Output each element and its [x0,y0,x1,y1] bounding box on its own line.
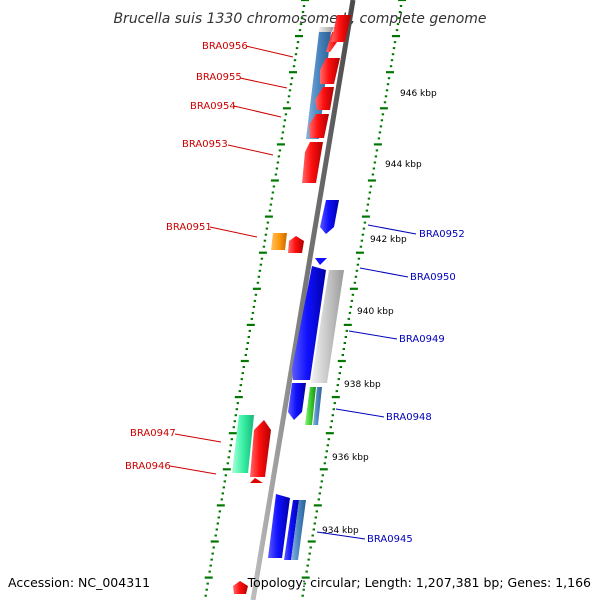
right-gene-labels: BRA0952 BRA0950 BRA0949 BRA0948 BRA0945 [316,224,465,545]
gene-label-bra0946: BRA0946 [125,461,171,472]
kbp-tick-label: 934 kbp [322,526,359,536]
label-leader-line [227,144,274,156]
label-leader-line [209,226,258,238]
kbp-tick-label: 938 kbp [344,380,381,390]
gene-bra0945a-feature [268,494,290,558]
genome-backbone [250,0,356,600]
gene-bra0955b-feature [320,58,340,84]
map-title: Brucella suis 1330 chromosome II, comple… [113,11,486,27]
gene-label-bra0956: BRA0956 [202,41,248,52]
outer-tick-track [204,0,309,597]
label-leader-line [233,105,282,118]
label-leader-line [348,330,398,340]
gene-top-red-feature [331,15,351,42]
kbp-ticks: 946 kbp 944 kbp 942 kbp 940 kbp 938 kbp … [322,89,437,536]
gene-label-bra0949: BRA0949 [399,334,445,345]
left-gene-labels: BRA0956 BRA0955 BRA0954 BRA0953 BRA0951 … [125,41,294,475]
kbp-tick-label: 940 kbp [357,307,394,317]
accession-text: Accession: NC_004311 [8,575,150,590]
forward-strand-features [232,32,344,594]
kbp-tick-label: 942 kbp [370,235,407,245]
gene-label-bra0950: BRA0950 [410,272,456,283]
gene-bra0945b-feature [284,500,299,560]
gene-bra0953-feature [309,114,329,138]
gene-bra0948b-feature [305,387,316,425]
label-leader-line [367,224,417,235]
gene-bra0948a-feature [288,383,306,420]
kbp-tick-label: 946 kbp [400,89,437,99]
gene-label-bra0953: BRA0953 [182,139,228,150]
gene-bra0948c-feature [313,387,322,425]
label-leader-line [359,267,409,278]
inner-tick-track [301,0,406,597]
gene-bra0949-feature [292,266,326,380]
gene-bra0950-feature [311,270,344,383]
gene-bra0951b-feature [288,236,304,253]
reverse-strand-features [268,15,351,560]
gene-bra0952-feature [320,200,339,234]
gene-label-bra0951: BRA0951 [166,222,212,233]
kbp-tick-label: 936 kbp [332,453,369,463]
label-leader-line [174,433,222,443]
gene-bra0946-feature [250,420,271,477]
topology-text: Topology: circular; Length: 1,207,381 bp… [247,575,591,590]
gene-label-bra0945: BRA0945 [367,534,413,545]
gene-bra0946b-feature [250,478,263,483]
gene-bra0953b-feature [302,142,323,183]
gene-label-bra0948: BRA0948 [386,412,432,423]
label-leader-line [239,77,288,89]
gene-bra0954-feature [315,87,334,110]
gene-bra0956-feature [306,32,331,139]
label-leader-line [169,465,217,475]
gene-bra0951-feature [271,233,287,250]
gene-top-gray-feature [318,27,334,32]
gene-bra0947-feature [232,415,254,473]
label-leader-line [316,531,366,540]
gene-label-bra0947: BRA0947 [130,428,176,439]
label-leader-line [335,408,385,418]
kbp-tick-label: 944 kbp [385,160,422,170]
gene-bra0950-marker [315,258,327,265]
gene-bottom-red-feature [233,581,248,594]
gene-label-bra0954: BRA0954 [190,101,236,112]
gene-label-bra0955: BRA0955 [196,72,242,83]
gene-bra0945c-feature [291,500,306,560]
label-leader-line [245,45,294,58]
gene-label-bra0952: BRA0952 [419,229,465,240]
